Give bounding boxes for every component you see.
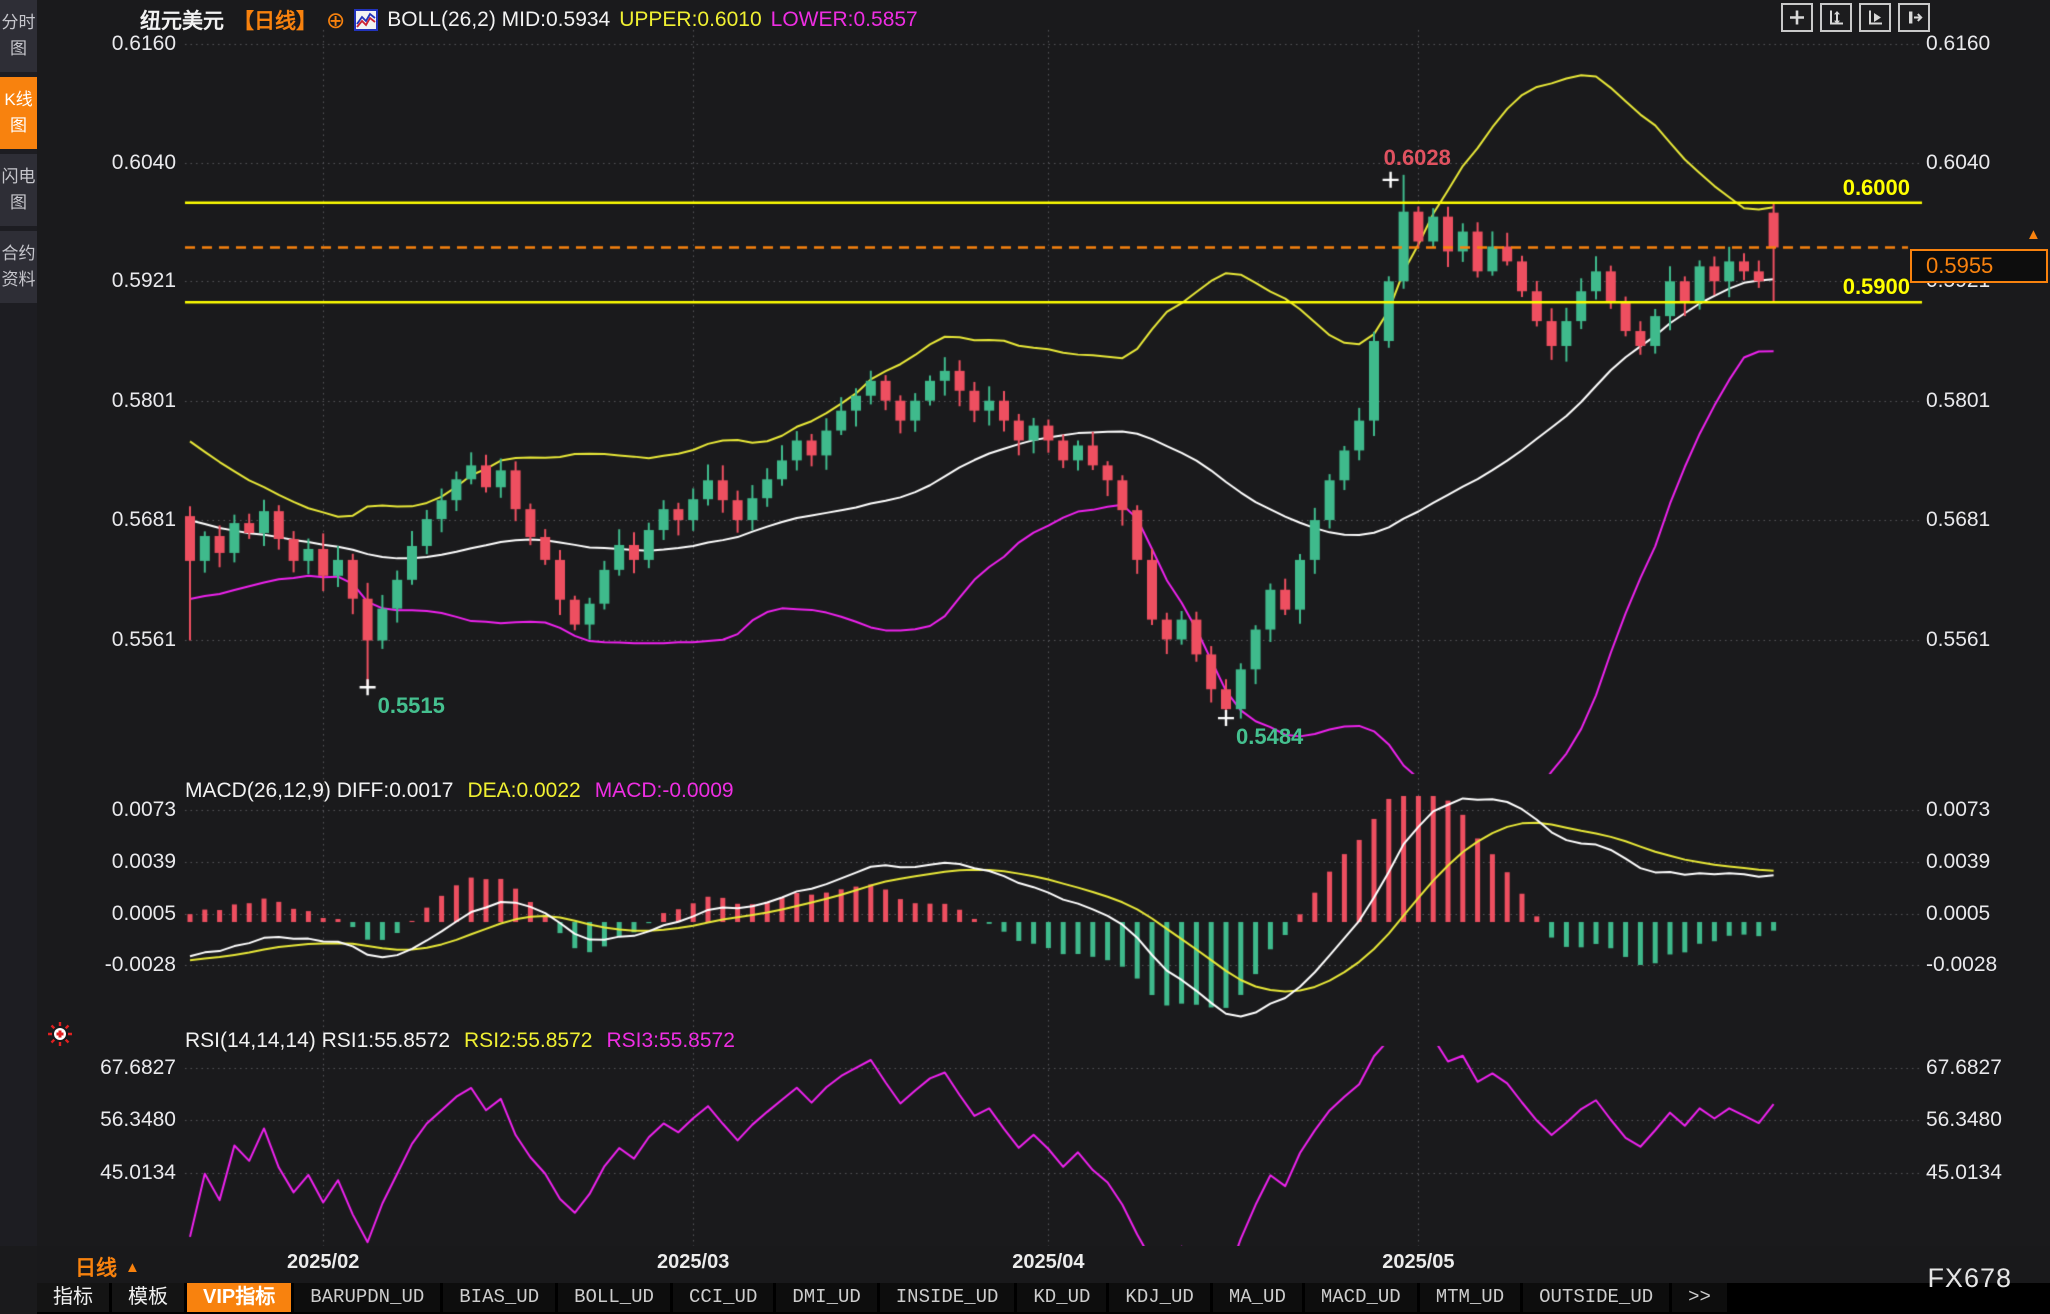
rsi1-value: RSI(14,14,14) RSI1:55.8572: [185, 1029, 451, 1052]
boll-lower-value: LOWER:0.5857: [770, 8, 918, 31]
watermark: FX678: [1927, 1263, 2012, 1293]
axis-label: 0.5561: [111, 627, 176, 651]
axis-label: 45.0134: [1926, 1160, 2002, 1184]
axis-label: 0.5681: [1926, 508, 1991, 532]
sidebar-item-time-chart[interactable]: 分时图: [0, 0, 37, 72]
tab-dmiud[interactable]: DMI_UD: [776, 1283, 877, 1312]
axis-label: 0.6040: [1926, 150, 1991, 174]
period-tag: 【日线】: [233, 10, 317, 33]
annotation-high: 0.6028: [1383, 144, 1451, 170]
month-label: 2025/05: [1382, 1251, 1455, 1273]
sidebar: 分时图 K线图 闪电图 合约资料: [0, 0, 37, 1246]
tab-cciud[interactable]: CCI_UD: [672, 1283, 774, 1312]
axis-label: -0.0028: [1926, 952, 1998, 976]
axis-label: 0.5681: [111, 508, 176, 532]
tab-kdud[interactable]: KD_UD: [1017, 1283, 1107, 1312]
axis-label: 0.5801: [1926, 388, 1991, 412]
tab-[interactable]: 模板: [112, 1283, 184, 1312]
tab-bollud[interactable]: BOLL_UD: [558, 1283, 670, 1312]
axis-label: -0.0028: [104, 952, 176, 976]
tab-insideud[interactable]: INSIDE_UD: [879, 1283, 1015, 1312]
tab-outsideud[interactable]: OUTSIDE_UD: [1523, 1283, 1670, 1312]
triangle-up-icon: ▲: [125, 1258, 140, 1276]
axis-label: 56.3480: [100, 1108, 176, 1132]
x-axis-shift-icon[interactable]: [1898, 3, 1930, 32]
axis-label: 0.0073: [111, 798, 176, 821]
sidebar-item-kline-chart[interactable]: K线图: [0, 77, 37, 149]
y-axis-auto-icon[interactable]: [1859, 3, 1891, 32]
axis-label: 0.0073: [1926, 798, 1991, 821]
tab-maud[interactable]: MA_UD: [1212, 1283, 1302, 1312]
axis-label: 0.5801: [111, 388, 176, 412]
axis-label: 45.0134: [100, 1160, 176, 1184]
month-label: 2025/03: [657, 1251, 730, 1273]
tab-[interactable]: 指标: [37, 1283, 109, 1312]
chart-header: 纽元美元 【日线】 ⊕ BOLL(26,2) MID:0.5934 UPPER:…: [140, 5, 918, 35]
boll-upper-value: UPPER:0.6010: [619, 8, 762, 31]
macd-header: MACD(26,12,9) DIFF:0.0017 DEA:0.0022 MAC…: [185, 779, 734, 803]
axis-label: 0.5561: [1926, 627, 1991, 651]
axis-label: 0.0039: [1926, 850, 1991, 874]
sidebar-item-contract-info[interactable]: 合约资料: [0, 231, 37, 303]
axis-label: 0.0005: [1926, 902, 1991, 926]
crosshair-move-icon[interactable]: [1781, 3, 1813, 32]
resistance-label: 0.6000: [1842, 174, 1910, 200]
axis-label: 0.0005: [111, 902, 176, 926]
annotation-low2: 0.5484: [1236, 724, 1304, 750]
period-button-label: 日线: [75, 1257, 117, 1280]
symbol-name: 纽元美元: [140, 10, 224, 33]
annotation-low1: 0.5515: [377, 693, 445, 719]
y-axis-range-icon[interactable]: [1820, 3, 1852, 32]
macd-dea-value: DEA:0.0022: [467, 779, 581, 802]
month-label: 2025/04: [1012, 1251, 1085, 1273]
rsi2-value: RSI2:55.8572: [464, 1029, 593, 1052]
mini-chart-icon: [354, 9, 379, 31]
axis-label: 0.6040: [111, 150, 176, 174]
tab-biasud[interactable]: BIAS_UD: [443, 1283, 556, 1312]
axis-label: 56.3480: [1926, 1108, 2002, 1132]
axis-label: 0.0039: [111, 850, 176, 874]
circle-plus-icon[interactable]: ⊕: [326, 7, 346, 33]
sun-icon: [46, 1020, 74, 1053]
period-button[interactable]: 日线 ▲: [75, 1252, 140, 1282]
tab-kdjud[interactable]: KDJ_UD: [1109, 1283, 1210, 1312]
axis-label: 67.6827: [100, 1056, 176, 1079]
axis-label: 0.5921: [111, 269, 176, 293]
support-label: 0.5900: [1842, 274, 1910, 300]
tab-mtmud[interactable]: MTM_UD: [1419, 1283, 1521, 1312]
macd-value: MACD:-0.0009: [594, 779, 734, 802]
month-label: 2025/02: [287, 1251, 360, 1273]
tab-barupdnud[interactable]: BARUPDN_UD: [294, 1283, 441, 1312]
axis-label: 0.6160: [111, 31, 176, 55]
current-price-arrow-icon: ▲: [2026, 226, 2041, 244]
tab-more[interactable]: >>: [1672, 1283, 1727, 1312]
tab-macdud[interactable]: MACD_UD: [1304, 1283, 1417, 1312]
time-axis-row: 日线 ▲ 2025/02 2025/03 2025/04 2025/05: [37, 1246, 2050, 1283]
tab-vip[interactable]: VIP指标: [187, 1283, 292, 1312]
toolbar: [1781, 3, 1930, 32]
current-price-badge: 0.5955: [1910, 249, 2048, 284]
axis-label: 0.6160: [1926, 31, 1991, 55]
rsi-header: RSI(14,14,14) RSI1:55.8572 RSI2:55.8572 …: [185, 1029, 735, 1053]
axis-label: 67.6827: [1926, 1056, 2002, 1079]
macd-diff-value: MACD(26,12,9) DIFF:0.0017: [185, 779, 454, 802]
boll-values: BOLL(26,2) MID:0.5934: [387, 8, 611, 31]
indicator-tabbar: 指标 模板 VIP指标 BARUPDN_UD BIAS_UD BOLL_UD CCI_UD D…: [37, 1283, 2050, 1314]
sidebar-item-lightning-chart[interactable]: 闪电图: [0, 154, 37, 226]
rsi3-value: RSI3:55.8572: [606, 1029, 735, 1052]
